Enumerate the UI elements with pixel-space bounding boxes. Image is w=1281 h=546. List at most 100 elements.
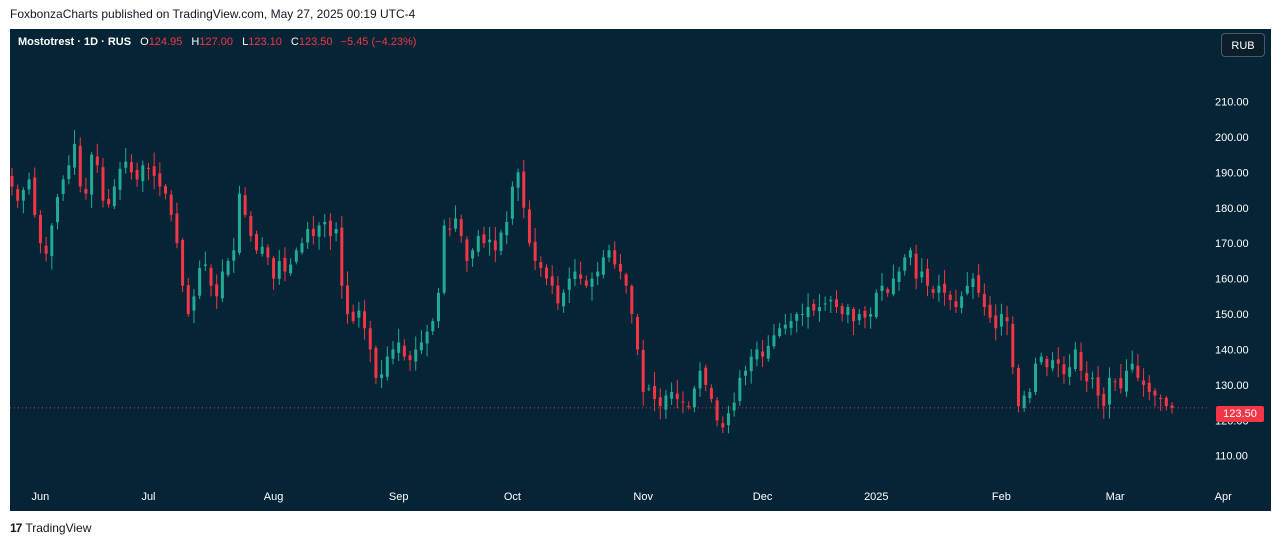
candle (1056, 347, 1060, 378)
candle (1159, 394, 1163, 411)
candle (124, 148, 128, 174)
candle (613, 241, 617, 269)
candle (647, 384, 651, 392)
candle (499, 229, 503, 256)
candle (465, 236, 469, 272)
change-value: −5.45 (−4.23%) (340, 36, 417, 48)
candle (323, 213, 327, 238)
candle (897, 266, 901, 291)
candle (146, 162, 150, 181)
candle (1022, 390, 1026, 412)
candle (1045, 356, 1049, 377)
candle (675, 379, 679, 409)
x-tick-label: Apr (1215, 491, 1232, 503)
candle (806, 293, 810, 329)
candle (1136, 353, 1140, 382)
candle (1068, 354, 1072, 386)
candle (249, 211, 253, 242)
candle (931, 285, 935, 299)
candle (38, 210, 42, 254)
candle (425, 324, 429, 357)
candle (869, 307, 873, 329)
candle (1147, 375, 1151, 401)
candle (937, 274, 941, 302)
candle (84, 177, 88, 200)
candle (573, 259, 577, 287)
candle (761, 339, 765, 367)
candle (459, 214, 463, 243)
candle (129, 154, 133, 180)
candle (340, 216, 344, 299)
candle (732, 392, 736, 417)
candle (1170, 402, 1174, 414)
candle (1090, 371, 1094, 389)
chart-area[interactable]: 110.00120.00130.00140.00150.00160.00170.… (10, 29, 1271, 511)
candle (835, 290, 839, 314)
high-value: 127.00 (199, 36, 234, 48)
candle (709, 384, 713, 403)
candle (681, 391, 685, 414)
candle (812, 299, 816, 317)
candle (334, 222, 338, 242)
candle (294, 247, 298, 265)
candle (1085, 361, 1089, 392)
candle (550, 265, 554, 295)
candle (345, 271, 349, 324)
currency-button[interactable]: RUB (1221, 33, 1265, 57)
candle (448, 217, 452, 237)
open-label: O (140, 36, 149, 48)
candle (317, 222, 321, 250)
candle (630, 284, 634, 324)
x-tick-label: Sep (389, 491, 409, 503)
candle (840, 303, 844, 322)
y-tick-label: 180.00 (1215, 203, 1249, 215)
candle (10, 168, 14, 196)
candle (175, 202, 179, 249)
candle (624, 272, 628, 294)
candle (266, 244, 270, 266)
candle (1028, 388, 1032, 404)
y-tick-label: 210.00 (1215, 97, 1249, 109)
candle (186, 277, 190, 317)
candle (852, 307, 856, 336)
low-label: L (242, 36, 249, 48)
candle (567, 267, 571, 304)
candle (698, 362, 702, 397)
candle (203, 251, 207, 271)
candle (21, 187, 25, 214)
candle (198, 260, 202, 300)
candle (562, 289, 566, 313)
candle (726, 405, 730, 434)
candle (886, 287, 890, 297)
x-tick-label: Feb (992, 491, 1011, 503)
candle (1107, 367, 1111, 419)
candle (579, 261, 583, 285)
candle (67, 155, 71, 185)
symbol-label: Mostotrest · 1D · RUS (18, 36, 132, 48)
candle (1073, 341, 1077, 372)
candle (505, 211, 509, 245)
candle (226, 258, 230, 277)
candle (1119, 364, 1123, 394)
candle (169, 190, 173, 222)
candle (164, 184, 168, 200)
candle (397, 328, 401, 362)
candle (1164, 396, 1168, 411)
candle (664, 389, 668, 419)
y-tick-label: 130.00 (1215, 380, 1249, 392)
candle (101, 157, 105, 208)
y-tick-label: 200.00 (1215, 132, 1249, 144)
candle (368, 320, 372, 363)
candle (135, 162, 139, 187)
candle (374, 345, 378, 385)
candle (783, 313, 787, 335)
candle (846, 304, 850, 324)
candle (721, 416, 725, 434)
publish-info: FoxbonzaCharts published on TradingView.… (10, 7, 416, 21)
candle (704, 364, 708, 392)
candle (1011, 316, 1015, 375)
candle (778, 322, 782, 338)
tradingview-logo-icon: 17 (10, 521, 22, 535)
candle (692, 385, 696, 413)
candle (255, 230, 259, 255)
